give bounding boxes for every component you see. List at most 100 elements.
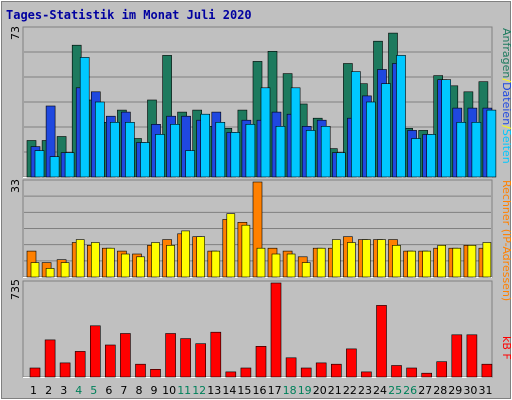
x-tick-label-day-21: 21	[328, 384, 342, 397]
x-tick-label-day-4: 4	[75, 384, 82, 397]
x-tick-label-day-26: 26	[403, 384, 417, 397]
bar-visits-besuche-day-27	[422, 250, 432, 278]
bar-kbytes-kb-day-5	[90, 325, 101, 378]
bar-visits-besuche-day-23	[362, 239, 371, 278]
bar-visits-besuche-day-4	[75, 239, 85, 278]
legend-sep-1: /	[500, 78, 512, 82]
bar-kbytes-kb-day-9	[150, 368, 161, 378]
bar-kbytes-kb-day-14	[225, 371, 237, 378]
legend-rechner: Rechner (IP-Adressen)	[500, 180, 512, 301]
x-tick-label-day-1: 1	[30, 384, 37, 397]
y-max-label-visits: 33	[9, 179, 22, 193]
bar-requests-seiten-day-19	[305, 130, 316, 178]
bar-kbytes-kb-day-30	[466, 334, 478, 378]
bar-requests-seiten-day-23	[366, 101, 376, 178]
bar-visits-besuche-day-24	[377, 239, 386, 278]
bar-visits-besuche-day-6	[106, 247, 115, 278]
bar-kbytes-kb-day-10	[165, 333, 176, 378]
bar-requests-seiten-day-7	[125, 122, 135, 178]
bar-requests-seiten-day-16	[260, 87, 271, 178]
x-tick-label-day-24: 24	[373, 384, 387, 397]
legend-dateien: Dateien	[500, 82, 512, 125]
bar-kbytes-kb-day-13	[210, 331, 222, 378]
bar-visits-besuche-day-21	[331, 239, 341, 278]
legend-seiten: Seiten	[500, 129, 512, 164]
bar-kbytes-kb-day-22	[346, 348, 357, 378]
x-tick-label-day-30: 30	[463, 384, 477, 397]
bar-kbytes-kb-day-11	[180, 338, 191, 378]
bar-visits-besuche-day-26	[407, 250, 416, 278]
bar-visits-besuche-day-31	[482, 242, 492, 278]
bar-visits-besuche-day-1	[30, 262, 40, 278]
x-tick-label-day-18: 18	[283, 384, 297, 397]
bar-visits-besuche-day-8	[136, 256, 145, 278]
bar-requests-seiten-day-26	[411, 138, 421, 178]
bar-kbytes-kb-day-20	[315, 362, 327, 378]
bar-requests-seiten-day-20	[320, 126, 331, 178]
x-tick-label-day-2: 2	[45, 384, 52, 397]
legend-kbf: kB F	[500, 336, 512, 360]
bar-visits-besuche-day-29	[452, 247, 462, 278]
bar-kbytes-kb-day-29	[451, 334, 463, 378]
bar-requests-seiten-day-4	[79, 57, 90, 178]
x-tick-label-day-23: 23	[358, 384, 372, 397]
bar-visits-besuche-day-17	[271, 253, 281, 278]
bar-kbytes-kb-day-21	[330, 363, 342, 378]
bar-requests-seiten-day-22	[351, 71, 361, 178]
bar-requests-seiten-day-12	[200, 113, 210, 178]
bar-visits-besuche-day-2	[45, 268, 55, 278]
bar-requests-seiten-day-24	[381, 83, 391, 178]
x-tick-label-day-15: 15	[237, 384, 251, 397]
bar-visits-besuche-day-16	[256, 247, 266, 278]
bar-visits-besuche-day-10	[166, 245, 175, 278]
bar-visits-besuche-day-3	[60, 262, 70, 278]
x-tick-label-day-28: 28	[433, 384, 447, 397]
bar-visits-besuche-day-14	[226, 213, 236, 278]
bar-visits-besuche-day-13	[211, 250, 221, 278]
bar-visits-besuche-day-11	[181, 230, 190, 278]
x-tick-label-day-5: 5	[90, 384, 97, 397]
x-tick-label-day-19: 19	[298, 384, 312, 397]
bar-kbytes-kb-day-4	[74, 351, 86, 378]
chart-title: Tages-Statistik im Monat Juli 2020	[6, 8, 252, 22]
bar-visits-besuche-day-9	[151, 242, 160, 278]
bar-requests-seiten-day-29	[456, 122, 467, 178]
bar-kbytes-kb-day-18	[285, 357, 297, 378]
bar-kbytes-kb-day-7	[120, 333, 131, 378]
legend-bottom: kB F	[500, 336, 512, 360]
x-tick-label-day-14: 14	[222, 384, 236, 397]
bar-requests-seiten-day-28	[441, 79, 452, 178]
bar-visits-besuche-day-18	[286, 253, 296, 278]
bar-kbytes-kb-day-1	[29, 367, 41, 378]
bar-kbytes-kb-day-12	[195, 343, 206, 378]
bar-kbytes-kb-day-6	[105, 344, 116, 378]
x-tick-label-day-25: 25	[388, 384, 402, 397]
x-tick-label-day-22: 22	[343, 384, 357, 397]
y-max-label-kbytes: 735	[9, 279, 22, 300]
x-tick-label-day-11: 11	[177, 384, 191, 397]
bar-requests-seiten-day-31	[486, 109, 497, 178]
bar-kbytes-kb-day-15	[240, 367, 252, 378]
bar-requests-seiten-day-25	[396, 55, 406, 178]
legend-sep-2: /	[500, 125, 512, 129]
y-max-label-requests: 73	[9, 26, 22, 40]
bar-requests-seiten-day-18	[290, 87, 301, 178]
bar-requests-seiten-day-8	[140, 142, 150, 178]
bar-requests-seiten-day-5	[95, 101, 105, 178]
bar-requests-seiten-day-10	[170, 124, 180, 178]
bar-requests-seiten-day-6	[110, 122, 120, 178]
bar-visits-besuche-day-28	[437, 245, 447, 278]
x-tick-label-day-20: 20	[313, 384, 327, 397]
bar-requests-seiten-day-30	[471, 122, 482, 178]
bar-requests-seiten-day-21	[335, 152, 346, 178]
bar-visits-besuche-day-7	[121, 253, 130, 278]
legend-top: Anfragen/Dateien/Seiten	[500, 28, 512, 164]
bar-kbytes-kb-day-8	[135, 363, 146, 378]
bar-kbytes-kb-day-24	[376, 305, 387, 378]
x-tick-label-day-8: 8	[136, 384, 143, 397]
bar-kbytes-kb-day-28	[436, 361, 448, 378]
x-tick-label-day-17: 17	[268, 384, 282, 397]
x-tick-label-day-27: 27	[418, 384, 432, 397]
